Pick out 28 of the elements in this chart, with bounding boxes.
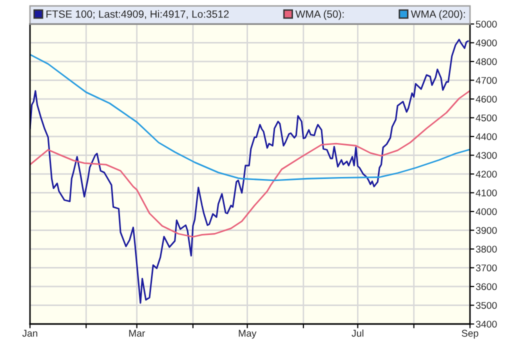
x-tick-label: Jul bbox=[352, 330, 364, 337]
y-tick-label: 3900 bbox=[476, 226, 497, 234]
y-tick-label: 4400 bbox=[476, 133, 497, 140]
y-tick-label: 3400 bbox=[476, 320, 497, 328]
line-series bbox=[30, 54, 470, 182]
y-tick-label: 3500 bbox=[476, 302, 497, 309]
x-tick-label: Sep bbox=[462, 330, 478, 339]
x-tick-label: Mar bbox=[129, 330, 146, 337]
legend-label: WMA (50): bbox=[295, 10, 344, 20]
y-tick-label: 4800 bbox=[476, 58, 497, 66]
y-tick-label: 4200 bbox=[476, 170, 497, 178]
y-tick-label: 4700 bbox=[476, 76, 497, 84]
y-tick-label: 5000 bbox=[476, 20, 497, 28]
x-tick-label: Jan bbox=[22, 330, 38, 337]
y-tick-label: 4900 bbox=[476, 39, 497, 46]
legend-label: WMA (200): bbox=[410, 10, 465, 20]
line-series bbox=[30, 90, 470, 238]
legend-label: FTSE 100; Last:4909, Hi:4917, Lo:3512 bbox=[46, 10, 229, 20]
y-tick-label: 3700 bbox=[476, 264, 497, 272]
y-tick-label: 4600 bbox=[476, 96, 497, 103]
y-tick-label: 4500 bbox=[476, 114, 497, 122]
line-series bbox=[30, 38, 469, 304]
y-tick-label: 4000 bbox=[476, 208, 497, 216]
x-tick-label: May bbox=[238, 330, 256, 339]
y-tick-label: 3800 bbox=[476, 246, 497, 253]
y-tick-label: 4100 bbox=[476, 189, 497, 196]
y-tick-label: 3600 bbox=[476, 283, 497, 290]
y-tick-label: 4300 bbox=[476, 152, 497, 159]
